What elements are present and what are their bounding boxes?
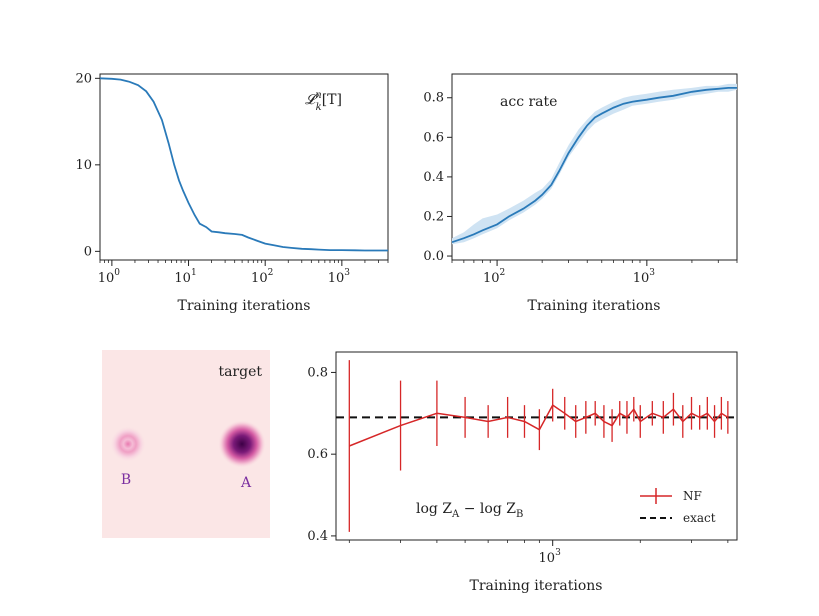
legend-exact-label: exact: [683, 511, 716, 525]
xtick-label: 103: [633, 268, 656, 286]
xtick-label: 103: [328, 268, 351, 286]
loss-xlabel: Training iterations: [178, 298, 311, 314]
acc-annotation: acc rate: [500, 94, 557, 110]
loss-ticks: 0 10 20 100 101 102 103: [75, 71, 389, 286]
ytick-label: 0.6: [423, 130, 444, 145]
xtick-label: 102: [251, 268, 273, 286]
target-annotation: target: [218, 364, 262, 380]
logz-legend: NF exact: [640, 488, 716, 525]
mode-b-blob: [110, 426, 146, 462]
ytick-label: 10: [75, 158, 92, 173]
acc-axes-frame: [451, 73, 738, 261]
logz-axes-frame: [335, 351, 738, 541]
ytick-label: 0.4: [307, 529, 328, 544]
ytick-label: 0: [84, 244, 92, 259]
nf-errorbars: [348, 360, 729, 532]
xtick-label: 102: [483, 268, 505, 286]
legend-nf-label: NF: [683, 489, 702, 503]
loss-axes-frame: [99, 73, 389, 261]
acc-xlabel: Training iterations: [528, 298, 661, 314]
ytick-label: 0.6: [307, 447, 328, 462]
ytick-label: 0.8: [423, 91, 444, 106]
acc-series-line: [451, 87, 737, 244]
loss-annotation: 𝓛n k[T]: [305, 90, 342, 113]
ytick-label: 0.0: [423, 249, 444, 264]
xtick-label: 103: [539, 548, 562, 566]
logz-panel: 0.4 0.6 0.8 103 log ZA − log ZB NF exact Tr…: [307, 351, 738, 594]
nf-series-line: [349, 404, 729, 447]
mode-a-blob: [218, 420, 266, 468]
acc-panel: 0.0 0.2 0.4 0.6 0.8 102 103 acc rate Training …: [423, 73, 738, 314]
xtick-label: 100: [98, 268, 121, 286]
logz-annotation: log ZA − log ZB: [416, 501, 523, 520]
acc-ticks: 0.0 0.2 0.4 0.6 0.8 102 103: [423, 91, 738, 286]
ytick-label: 0.8: [307, 365, 328, 380]
ytick-label: 0.4: [423, 170, 444, 185]
logz-ticks: 0.4 0.6 0.8 103: [307, 365, 729, 566]
loss-series-line: [99, 77, 388, 252]
xtick-label: 101: [174, 268, 196, 286]
target-panel: target B A: [102, 350, 270, 538]
logz-xlabel: Training iterations: [470, 578, 603, 594]
mode-b-label: B: [121, 472, 131, 488]
ytick-label: 20: [75, 71, 92, 86]
acc-band: [452, 83, 737, 245]
mode-a-label: A: [240, 475, 252, 491]
ytick-label: 0.2: [423, 209, 444, 224]
loss-panel: 0 10 20 100 101 102 103 𝓛n k[T] Training iterat…: [75, 71, 389, 314]
